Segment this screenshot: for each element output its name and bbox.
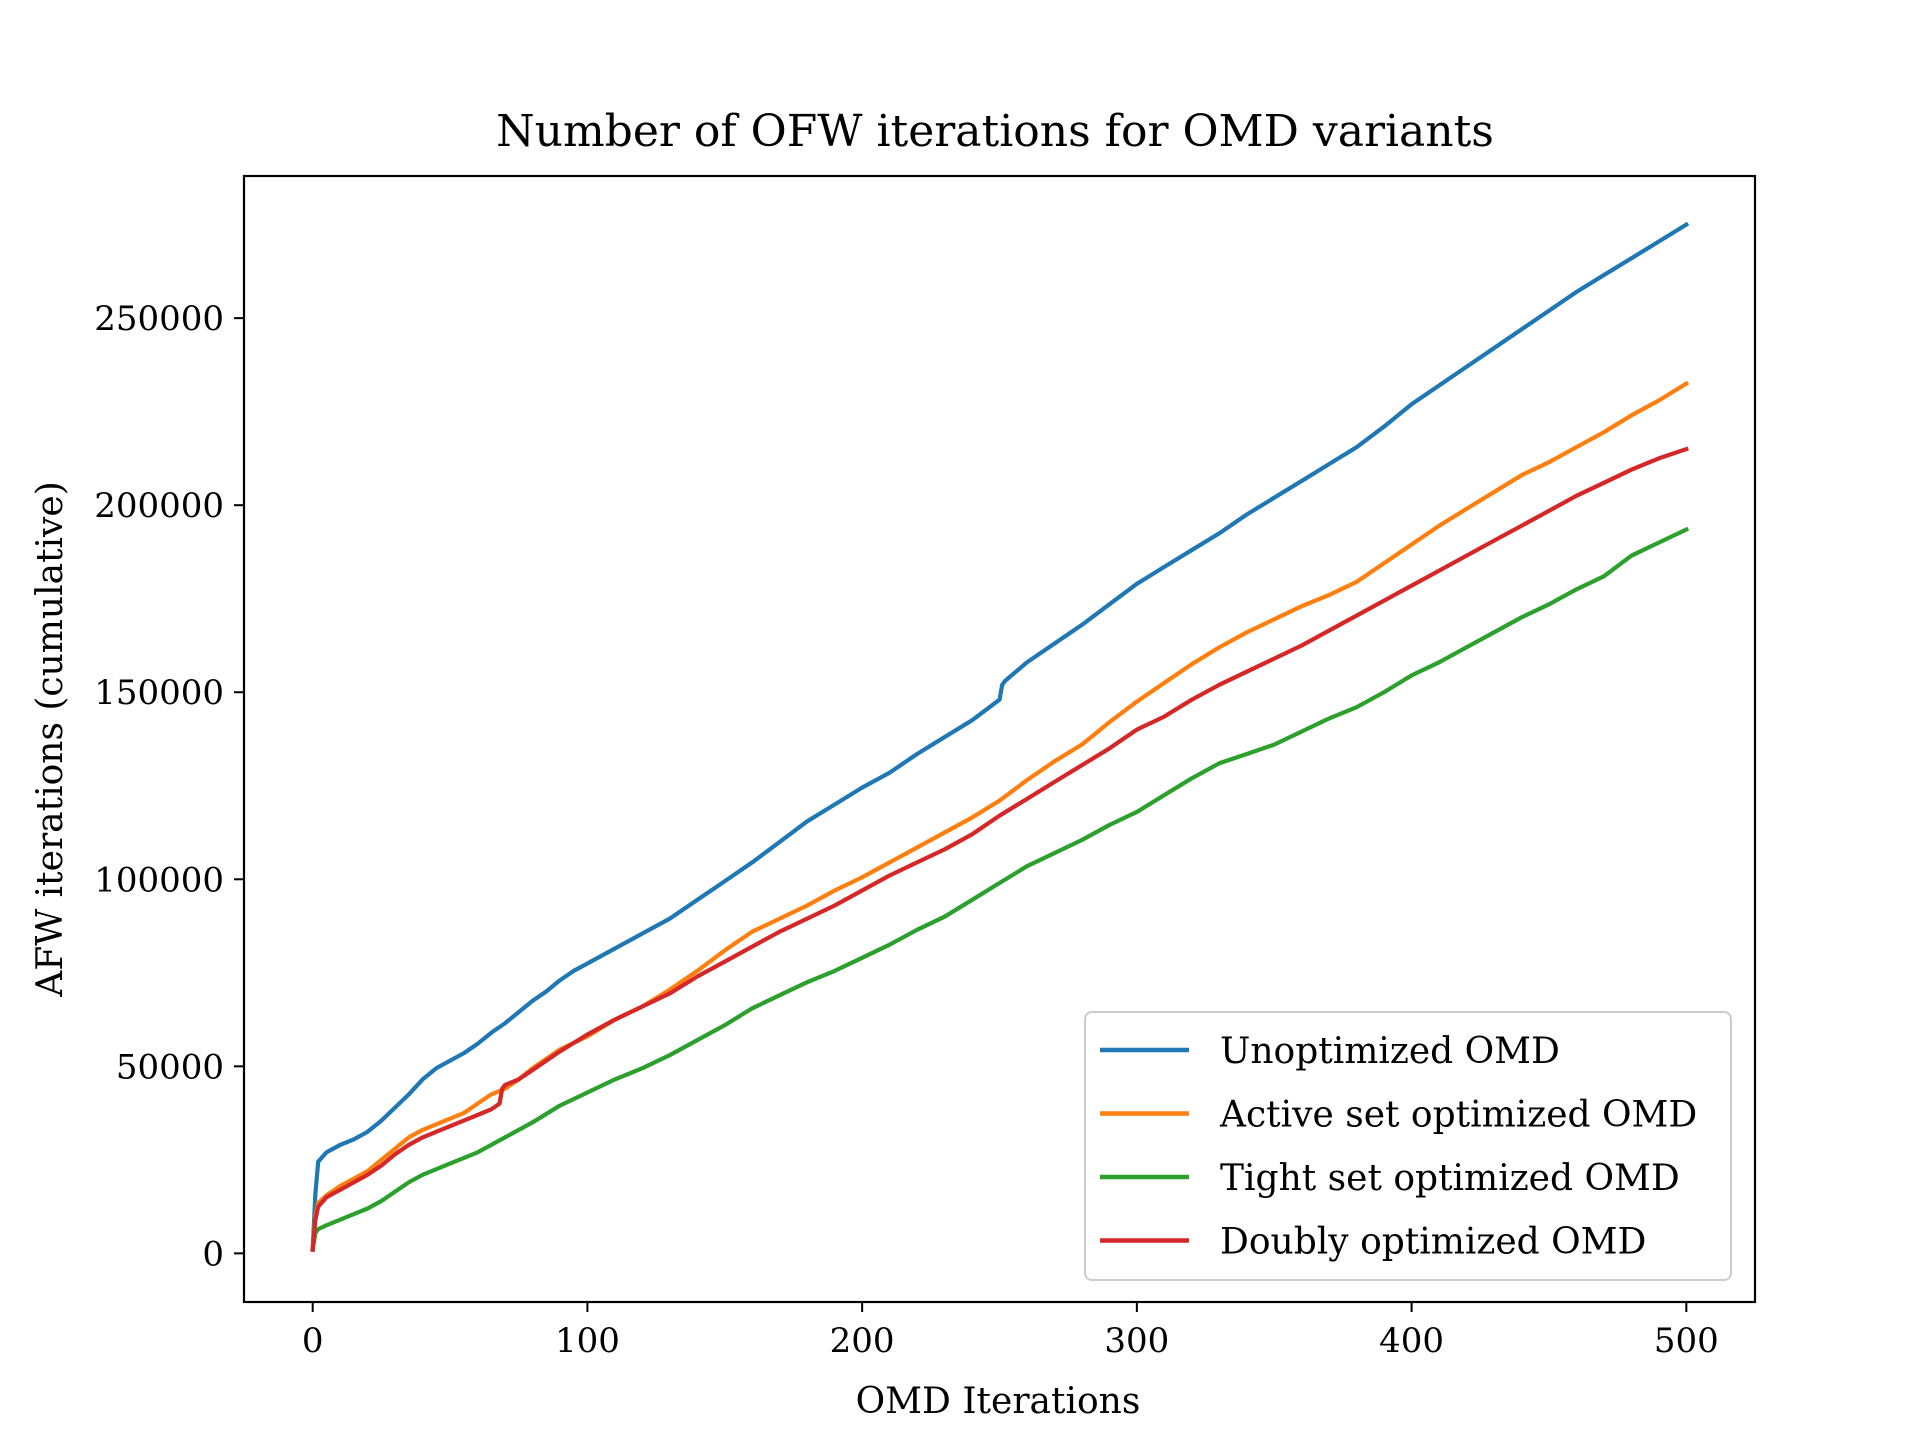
legend-label: Unoptimized OMD [1220,1031,1560,1072]
x-tick-label: 100 [555,1321,620,1361]
y-tick-label: 0 [202,1234,224,1274]
chart-title: Number of OFW iterations for OMD variant… [496,106,1494,157]
legend-label: Active set optimized OMD [1219,1095,1697,1136]
x-tick-label: 500 [1654,1321,1719,1361]
y-tick-label: 50000 [116,1047,224,1087]
plot-frame [242,174,1757,1304]
y-axis-ticks: 0 50000 100000 150000 200000 250000 [94,299,244,1274]
y-axis-label: AFW iterations (cumulative) [30,481,71,998]
legend-items: Unoptimized OMD Active set optimized OMD T… [1100,1031,1697,1263]
legend-label: Tight set optimized OMD [1220,1158,1680,1199]
legend-label: Doubly optimized OMD [1220,1222,1646,1263]
legend: Unoptimized OMD Active set optimized OMD T… [1084,1011,1732,1281]
series-lines [310,221,1690,1253]
x-tick-label: 200 [830,1321,895,1361]
series-line-tight-set-optimized-omd [310,526,1690,1253]
x-tick-label: 0 [302,1321,324,1361]
x-axis-ticks: 0 100 200 300 400 500 [302,1302,1719,1361]
y-tick-label: 250000 [94,299,224,339]
x-tick-label: 300 [1104,1321,1169,1361]
legend-frame [1084,1011,1732,1281]
y-tick-label: 150000 [94,673,224,713]
x-tick-label: 400 [1379,1321,1444,1361]
y-tick-label: 100000 [94,860,224,900]
series-line-unoptimized-omd [310,221,1690,1252]
series-line-active-set-optimized-omd [310,380,1690,1252]
series-line-doubly-optimized-omd [310,446,1689,1252]
x-axis-label: OMD Iterations [856,1381,1141,1422]
y-tick-label: 200000 [94,486,224,526]
